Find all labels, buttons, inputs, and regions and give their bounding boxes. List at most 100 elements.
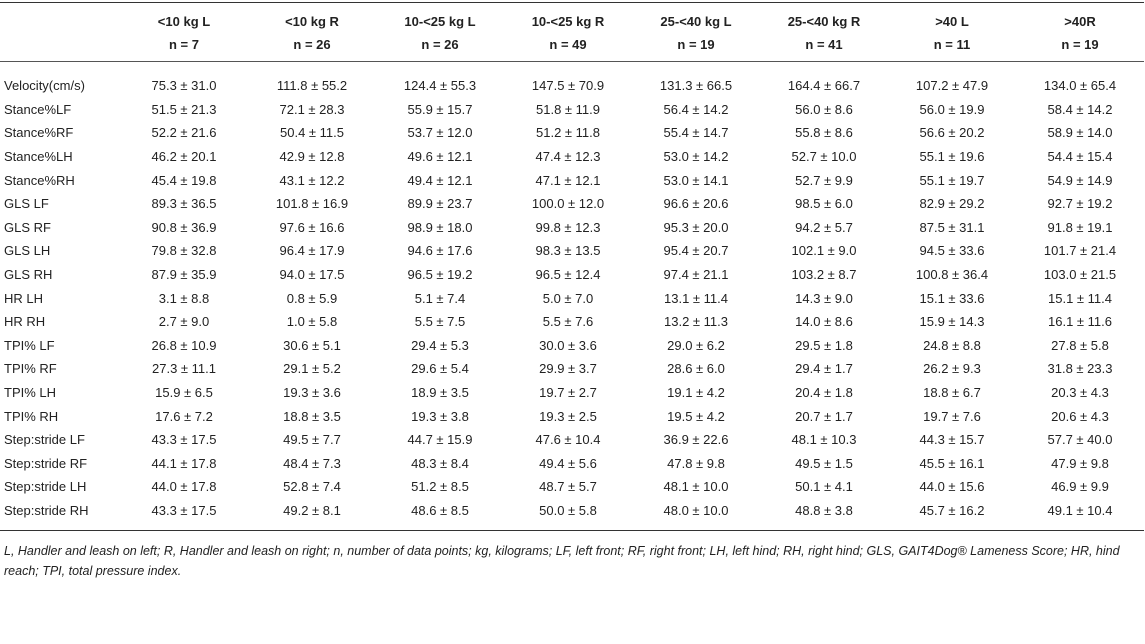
cell: 52.7 ± 9.9 <box>795 172 853 188</box>
row-label: Step:stride RF <box>4 455 88 471</box>
row-label: GLS LF <box>4 196 49 212</box>
table-row: TPI% LF 26.8 ± 10.9 30.6 ± 5.1 29.4 ± 5.3 30… <box>0 334 1144 358</box>
cell: 48.0 ± 10.0 <box>663 502 729 518</box>
cell: 26.8 ± 10.9 <box>151 337 217 353</box>
cell: 89.9 ± 23.7 <box>407 196 473 212</box>
column-label: <10 kg R <box>285 13 339 29</box>
cell: 20.7 ± 1.7 <box>795 408 853 424</box>
cell: 82.9 ± 29.2 <box>919 196 985 212</box>
cell: 51.2 ± 8.5 <box>411 479 469 495</box>
column-label: >40R <box>1064 13 1096 29</box>
cell: 58.4 ± 14.2 <box>1047 101 1113 117</box>
cell: 89.3 ± 36.5 <box>151 196 217 212</box>
cell: 57.7 ± 40.0 <box>1047 432 1113 448</box>
table-row: Step:stride RH 43.3 ± 17.5 49.2 ± 8.1 48.6 … <box>0 499 1144 531</box>
cell: 98.5 ± 6.0 <box>795 196 853 212</box>
cell: 164.4 ± 66.7 <box>787 78 861 94</box>
column-label: 25-<40 kg L <box>660 13 732 29</box>
cell: 47.6 ± 10.4 <box>535 432 601 448</box>
cell: 46.9 ± 9.9 <box>1051 479 1109 495</box>
cell: 43.3 ± 17.5 <box>151 432 217 448</box>
cell: 28.6 ± 6.0 <box>667 361 725 377</box>
cell: 47.9 ± 9.8 <box>1051 455 1109 471</box>
row-label: TPI% RH <box>4 408 59 424</box>
cell: 45.4 ± 19.8 <box>151 172 217 188</box>
column-count: n = 11 <box>888 31 1016 62</box>
cell: 100.0 ± 12.0 <box>531 196 605 212</box>
table-row: Velocity(cm/s) 75.3 ± 31.0 111.8 ± 55.2 124… <box>0 62 1144 98</box>
column-count: n = 26 <box>248 31 376 62</box>
cell: 55.8 ± 8.6 <box>795 125 853 141</box>
cell: 46.2 ± 20.1 <box>151 149 217 165</box>
cell: 36.9 ± 22.6 <box>663 432 729 448</box>
data-table: <10 kg L <10 kg R 10-<25 kg L 10-<25 kg R 25… <box>0 2 1144 532</box>
cell: 49.1 ± 10.4 <box>1047 502 1113 518</box>
cell: 26.2 ± 9.3 <box>923 361 981 377</box>
table-row: Stance%LF 51.5 ± 21.3 72.1 ± 28.3 55.9 ± 15… <box>0 98 1144 122</box>
table-row: GLS RF 90.8 ± 36.9 97.6 ± 16.6 98.9 ± 18.0 9… <box>0 216 1144 240</box>
cell: 87.5 ± 31.1 <box>919 219 985 235</box>
table-row: Step:stride RF 44.1 ± 17.8 48.4 ± 7.3 48.3 … <box>0 452 1144 476</box>
cell: 134.0 ± 65.4 <box>1043 78 1117 94</box>
cell: 45.5 ± 16.1 <box>919 455 985 471</box>
cell: 27.3 ± 11.1 <box>152 361 216 377</box>
cell: 72.1 ± 28.3 <box>279 101 345 117</box>
cell: 49.4 ± 5.6 <box>539 455 597 471</box>
table-row: GLS RH 87.9 ± 35.9 94.0 ± 17.5 96.5 ± 19.2 9… <box>0 263 1144 287</box>
cell: 20.6 ± 4.3 <box>1051 408 1109 424</box>
cell: 48.8 ± 3.8 <box>795 502 853 518</box>
cell: 50.4 ± 11.5 <box>280 125 344 141</box>
cell: 3.1 ± 8.8 <box>158 290 210 306</box>
cell: 29.0 ± 6.2 <box>667 337 725 353</box>
footnote: L, Handler and leash on left; R, Handler… <box>4 544 1120 579</box>
column-label: >40 L <box>935 13 969 29</box>
cell: 13.2 ± 11.3 <box>664 314 728 330</box>
cell: 20.3 ± 4.3 <box>1051 385 1109 401</box>
row-label: GLS LH <box>4 243 51 259</box>
row-label: Stance%RF <box>4 125 74 141</box>
cell: 96.5 ± 19.2 <box>407 267 473 283</box>
cell: 29.4 ± 1.7 <box>795 361 853 377</box>
cell: 98.3 ± 13.5 <box>535 243 601 259</box>
cell: 15.1 ± 33.6 <box>919 290 985 306</box>
column-label: 10-<25 kg L <box>404 13 476 29</box>
column-count: n = 26 <box>376 31 504 62</box>
cell: 42.9 ± 12.8 <box>279 149 345 165</box>
cell: 55.9 ± 15.7 <box>407 101 473 117</box>
table-row: Step:stride LH 44.0 ± 17.8 52.8 ± 7.4 51.2 … <box>0 475 1144 499</box>
cell: 147.5 ± 70.9 <box>531 78 605 94</box>
cell: 44.3 ± 15.7 <box>919 432 985 448</box>
cell: 87.9 ± 35.9 <box>151 267 217 283</box>
cell: 44.0 ± 17.8 <box>151 479 217 495</box>
cell: 99.8 ± 12.3 <box>535 219 601 235</box>
cell: 27.8 ± 5.8 <box>1051 337 1109 353</box>
cell: 48.6 ± 8.5 <box>411 502 469 518</box>
row-label: Stance%LF <box>4 101 72 117</box>
row-label: HR LH <box>4 290 44 306</box>
table-row: GLS LF 89.3 ± 36.5 101.8 ± 16.9 89.9 ± 23.7… <box>0 192 1144 216</box>
cell: 48.1 ± 10.0 <box>663 479 729 495</box>
cell: 49.2 ± 8.1 <box>283 502 341 518</box>
cell: 0.8 ± 5.9 <box>286 290 338 306</box>
cell: 44.1 ± 17.8 <box>151 455 217 471</box>
cell: 48.3 ± 8.4 <box>411 455 469 471</box>
cell: 54.9 ± 14.9 <box>1047 172 1113 188</box>
table-row: Stance%RF 52.2 ± 21.6 50.4 ± 11.5 53.7 ± 12… <box>0 121 1144 145</box>
cell: 94.0 ± 17.5 <box>279 267 345 283</box>
cell: 19.1 ± 4.2 <box>667 385 725 401</box>
cell: 50.1 ± 4.1 <box>795 479 853 495</box>
cell: 19.7 ± 7.6 <box>923 408 981 424</box>
cell: 15.9 ± 6.5 <box>155 385 213 401</box>
cell: 47.1 ± 12.1 <box>535 172 601 188</box>
row-label: GLS RH <box>4 267 53 283</box>
cell: 56.0 ± 19.9 <box>919 101 985 117</box>
cell: 24.8 ± 8.8 <box>923 337 981 353</box>
table-row: GLS LH 79.8 ± 32.8 96.4 ± 17.9 94.6 ± 17.6 9… <box>0 239 1144 263</box>
column-label: 25-<40 kg R <box>787 13 861 29</box>
table-row: Stance%RH 45.4 ± 19.8 43.1 ± 12.2 49.4 ± 12… <box>0 168 1144 192</box>
cell: 97.6 ± 16.6 <box>279 219 345 235</box>
cell: 20.4 ± 1.8 <box>795 385 853 401</box>
row-label: Velocity(cm/s) <box>4 78 85 94</box>
cell: 96.6 ± 20.6 <box>663 196 729 212</box>
